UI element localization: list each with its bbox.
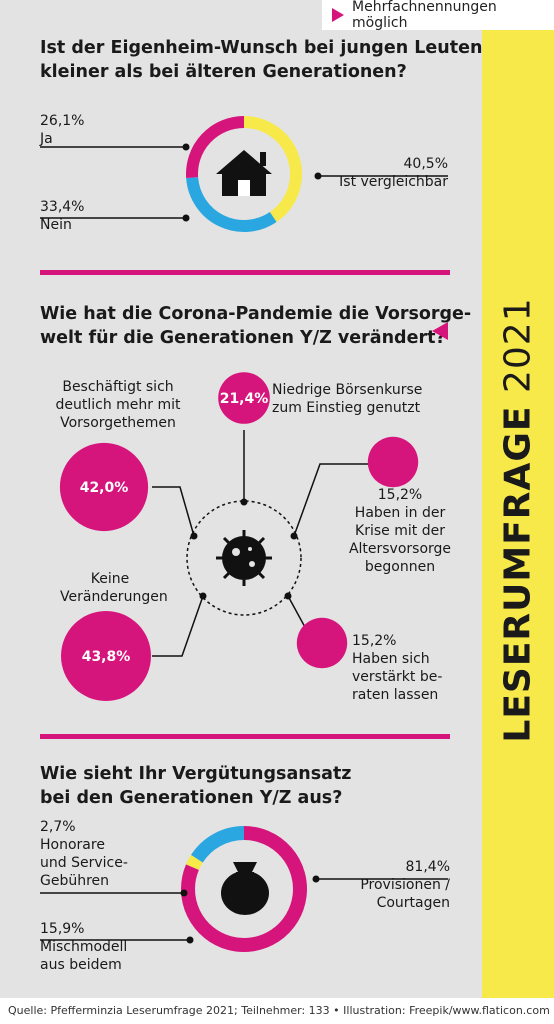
verguetung-slice-1 [181, 826, 307, 952]
source-footer: Quelle: Pfefferminzia Leserumfrage 2021;… [8, 1004, 550, 1017]
connector-bubble-4 [152, 595, 204, 657]
bubble-1-line-2: deutlich mehr mit [55, 397, 181, 413]
money-bag-icon [221, 862, 269, 915]
honorare-line-3: Gebühren [40, 873, 110, 889]
label-ja: 26,1% Ja [40, 112, 84, 148]
connector-dot-bubble-3 [290, 532, 298, 540]
mischmodell-line-2: aus beidem [40, 957, 122, 973]
bubble-3-line-4: begonnen [364, 559, 436, 575]
value-ja: 26,1% [40, 113, 85, 129]
triangle-marker-icon [332, 8, 344, 22]
bubble-5-line-1: Haben sich [352, 651, 430, 667]
label-mischmodell: 15,9% Mischmodell aus beidem [40, 920, 127, 974]
label-nein: 33,4% Nein [40, 198, 84, 234]
label-vergleichbar: 40,5% Ist vergleichbar [330, 155, 448, 191]
provisionen-line-2: Courtagen [376, 895, 450, 911]
question-2-line-2: welt für die Generationen Y/Z verändert? [40, 328, 446, 348]
divider-1 [40, 270, 450, 275]
eigenheim-slice-3 [186, 116, 245, 179]
bubble-1-value: 42,0% [80, 480, 129, 496]
label-ja-text: Ja [40, 131, 53, 147]
connector-dot-vergleichbar [314, 172, 322, 180]
donut-chart-eigenheim [186, 116, 302, 232]
label-nein-text: Nein [40, 217, 72, 233]
bubble-5 [296, 617, 348, 669]
bubble-1-line-1: Beschäftigt sich [62, 379, 174, 395]
connector-dot-bubble-1 [190, 532, 198, 540]
mischmodell-line-1: Mischmodell [40, 939, 128, 955]
bubble-5-line-2: verstärkt be- [352, 669, 443, 685]
bubble-2-line-2: zum Einstieg genutzt [272, 400, 421, 416]
verguetung-slice-2 [186, 854, 203, 870]
side-banner [482, 30, 554, 998]
question-1-line-1: Ist der Eigenheim-Wunsch bei jungen Leut… [40, 38, 483, 58]
label-honorare: 2,7% Honorare und Service- Gebühren [40, 818, 128, 890]
bubble-1 [59, 442, 149, 532]
value-honorare: 2,7% [40, 819, 76, 835]
bubble-3-line-1: Haben in der [354, 505, 446, 521]
bubble-4-line-1: Keine [90, 571, 130, 587]
left-arrow-icon [432, 322, 448, 340]
value-vergleichbar: 40,5% [403, 156, 448, 172]
bubble-3-line-3: Altersvorsorge [348, 541, 452, 557]
multiple-answers-text: Mehrfachnennungen möglich [352, 0, 497, 31]
question-1-title: Ist der Eigenheim-Wunsch bei jungen Leut… [40, 36, 482, 84]
connector-dot-nein [182, 214, 190, 222]
eigenheim-slice-2 [186, 176, 277, 232]
eigenheim-slice-1 [243, 116, 302, 222]
question-2-line-1: Wie hat die Corona-Pandemie die Vorsorge… [40, 304, 472, 324]
virus-icon [216, 530, 272, 586]
bubble-chart-corona: 42,0% 21,4% 43,8% [59, 372, 419, 701]
connector-dot-bubble-4 [199, 592, 207, 600]
bubble-4-value: 43,8% [82, 649, 131, 665]
question-3-title: Wie sieht Ihr Vergütungsansatz bei den G… [40, 762, 352, 810]
provisionen-line-1: Provisionen / [360, 877, 450, 893]
divider-2 [40, 734, 450, 739]
donut-chart-verguetung [181, 826, 307, 952]
connector-bubble-3 [293, 463, 378, 537]
bubble-5-line-3: raten lassen [352, 687, 439, 703]
label-bubble-1: Beschäftigt sich deutlich mehr mit Vorso… [38, 378, 198, 432]
question-3-line-1: Wie sieht Ihr Vergütungsansatz [40, 764, 352, 784]
label-bubble-5: 15,2% Haben sich verstärkt be- raten las… [352, 632, 442, 704]
bubble-3-line-2: Krise mit der [355, 523, 445, 539]
bubble-3 [367, 436, 419, 488]
bubble-1-line-3: Vorsorgethemen [60, 415, 176, 431]
label-vergleichbar-text: Ist vergleichbar [339, 174, 448, 190]
value-provisionen: 81,4% [405, 859, 450, 875]
value-nein: 33,4% [40, 199, 85, 215]
label-bubble-4: Keine Veränderungen [60, 570, 168, 606]
honorare-line-2: und Service- [40, 855, 128, 871]
verguetung-slice-3 [191, 826, 245, 863]
question-1-line-2: kleiner als bei älteren Generationen? [40, 62, 407, 82]
question-3-line-2: bei den Generationen Y/Z aus? [40, 788, 343, 808]
value-bubble-5: 15,2% [352, 633, 397, 649]
value-bubble-3: 15,2% [377, 487, 423, 503]
bubble-4-line-2: Veränderungen [60, 589, 168, 605]
connector-dot-bubble-5 [284, 592, 292, 600]
connector-dot-bubble-2 [240, 498, 248, 506]
value-mischmodell: 15,9% [40, 921, 85, 937]
bubble-4 [61, 611, 151, 701]
label-bubble-3: 15,2% Haben in der Krise mit der Altersv… [340, 486, 460, 576]
multiple-answers-note: Mehrfachnennungen möglich [322, 0, 554, 31]
bubble-2 [218, 372, 270, 424]
bubble-2-line-1: Niedrige Börsenkurse [272, 382, 423, 398]
question-2-title: Wie hat die Corona-Pandemie die Vorsorge… [40, 302, 471, 350]
virus-ring [186, 500, 302, 616]
connector-dot-ja [182, 143, 190, 151]
connector-dot-honorare [180, 889, 188, 897]
house-icon [216, 150, 272, 196]
label-provisionen: 81,4% Provisionen / Courtagen [340, 858, 450, 912]
connector-dot-provisionen [312, 875, 320, 883]
honorare-line-1: Honorare [40, 837, 105, 853]
connector-dot-mischmodell [186, 936, 194, 944]
label-bubble-2: Niedrige Börsenkurse zum Einstieg genutz… [272, 381, 422, 417]
connector-bubble-1 [152, 486, 195, 537]
bubble-2-value: 21,4% [220, 391, 269, 407]
